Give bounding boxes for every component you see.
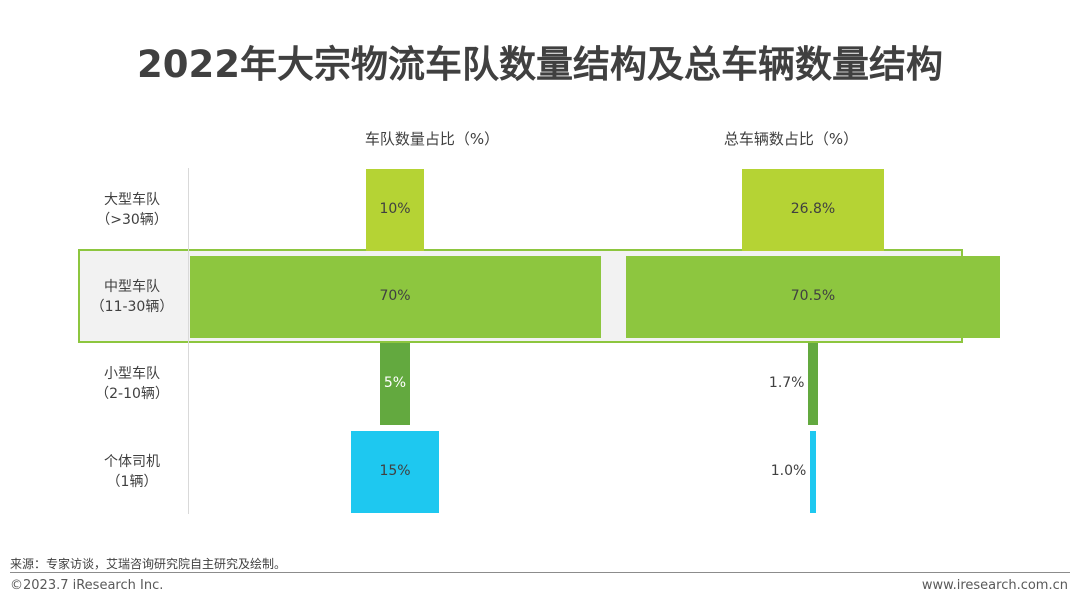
data-label-vehicle-small: 1.7% <box>768 375 805 391</box>
category-name: 个体司机 <box>104 454 160 470</box>
category-label-medium: 中型车队 （11-30辆） <box>84 277 180 317</box>
footer-divider <box>10 572 1070 573</box>
bar-fleet-medium <box>189 256 601 338</box>
data-label-fleet-medium: 70% <box>379 288 411 304</box>
series-header-vehicle-share: 总车辆数占比（%） <box>723 130 859 148</box>
website-link[interactable]: www.iresearch.com.cn <box>921 578 1068 593</box>
bar-fleet-individual <box>350 431 440 513</box>
data-label-vehicle-large: 26.8% <box>790 201 836 217</box>
category-range: （>30辆） <box>96 212 168 228</box>
chart-title: 2022年大宗物流车队数量结构及总车辆数量结构 <box>137 43 943 86</box>
bar-vehicle-individual <box>810 431 816 513</box>
category-range: （11-30辆） <box>90 299 174 315</box>
category-range: （2-10辆） <box>95 386 169 402</box>
bar-vehicle-large <box>741 169 885 251</box>
category-axis-line <box>188 168 189 514</box>
series-header-fleet-share: 车队数量占比（%） <box>364 130 500 148</box>
data-label-fleet-individual: 15% <box>379 463 411 479</box>
data-label-vehicle-medium: 70.5% <box>790 288 836 304</box>
category-name: 大型车队 <box>104 192 160 208</box>
bar-fleet-large <box>365 169 425 251</box>
bar-vehicle-small <box>808 343 818 425</box>
source-note: 来源：专家访谈，艾瑞咨询研究院自主研究及绘制。 <box>10 557 287 571</box>
data-label-vehicle-individual: 1.0% <box>770 463 807 479</box>
category-name: 小型车队 <box>104 366 160 382</box>
bar-vehicle-medium <box>626 256 1000 338</box>
copyright-text: ©2023.7 iResearch Inc. <box>10 578 164 593</box>
category-label-small: 小型车队 （2-10辆） <box>84 364 180 404</box>
data-label-fleet-small: 5% <box>383 375 407 391</box>
bar-fleet-small <box>380 343 410 425</box>
category-range: （1辆） <box>106 474 158 490</box>
category-label-large: 大型车队 （>30辆） <box>84 190 180 230</box>
data-label-fleet-large: 10% <box>379 201 411 217</box>
category-label-individual: 个体司机 （1辆） <box>84 452 180 492</box>
category-name: 中型车队 <box>104 279 160 295</box>
